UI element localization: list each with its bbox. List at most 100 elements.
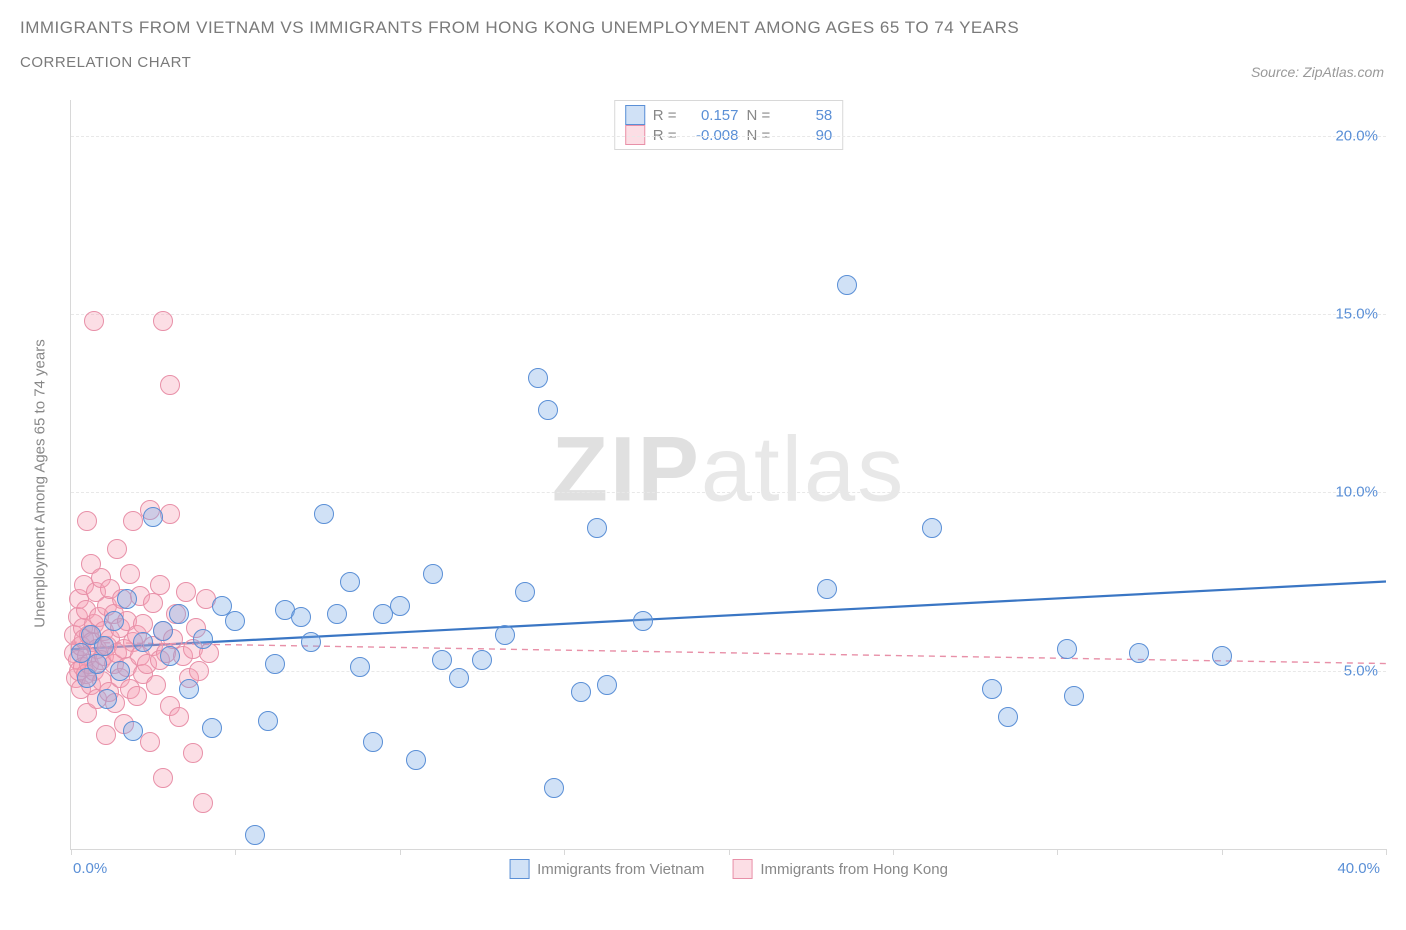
scatter-point: [837, 275, 857, 295]
stat-value: 0.157: [685, 107, 739, 124]
scatter-point: [150, 575, 170, 595]
scatter-point: [117, 589, 137, 609]
scatter-point: [340, 572, 360, 592]
scatter-point: [120, 564, 140, 584]
scatter-point: [143, 593, 163, 613]
gridline: [71, 314, 1386, 315]
gridline: [71, 136, 1386, 137]
scatter-point: [169, 604, 189, 624]
scatter-point: [160, 375, 180, 395]
scatter-point: [225, 611, 245, 631]
x-tick-mark: [564, 849, 565, 855]
scatter-point: [472, 650, 492, 670]
scatter-point: [179, 679, 199, 699]
stats-row: R = 0.157 N = 58: [625, 105, 833, 125]
scatter-point: [327, 604, 347, 624]
scatter-point: [423, 564, 443, 584]
scatter-point: [922, 518, 942, 538]
scatter-point: [84, 311, 104, 331]
scatter-point: [1064, 686, 1084, 706]
scatter-point: [528, 368, 548, 388]
scatter-point: [97, 689, 117, 709]
scatter-point: [133, 632, 153, 652]
stats-legend-box: R = 0.157 N = 58 R = -0.008 N = 90: [614, 100, 844, 150]
scatter-point: [406, 750, 426, 770]
scatter-point: [587, 518, 607, 538]
scatter-point: [123, 721, 143, 741]
scatter-point: [193, 793, 213, 813]
scatter-point: [265, 654, 285, 674]
scatter-point: [291, 607, 311, 627]
y-tick-label: 15.0%: [1335, 306, 1378, 323]
legend-label: Immigrants from Hong Kong: [760, 861, 948, 878]
scatter-point: [153, 311, 173, 331]
y-axis-label: Unemployment Among Ages 65 to 74 years: [32, 324, 49, 644]
swatch-icon: [509, 859, 529, 879]
scatter-point: [495, 625, 515, 645]
y-tick-label: 10.0%: [1335, 484, 1378, 501]
scatter-point: [104, 611, 124, 631]
scatter-point: [538, 400, 558, 420]
stat-label: N =: [747, 107, 771, 124]
scatter-point: [301, 632, 321, 652]
x-tick-label: 40.0%: [1337, 860, 1380, 877]
scatter-point: [449, 668, 469, 688]
scatter-point: [96, 725, 116, 745]
x-tick-mark: [1057, 849, 1058, 855]
x-tick-mark: [235, 849, 236, 855]
scatter-point: [127, 686, 147, 706]
scatter-point: [183, 743, 203, 763]
scatter-point: [143, 507, 163, 527]
scatter-point: [1057, 639, 1077, 659]
chart-container: Unemployment Among Ages 65 to 74 years Z…: [20, 100, 1386, 890]
chart-subtitle: CORRELATION CHART: [20, 54, 1386, 71]
scatter-point: [597, 675, 617, 695]
scatter-point: [432, 650, 452, 670]
scatter-point: [189, 661, 209, 681]
legend-bottom: Immigrants from Vietnam Immigrants from …: [509, 859, 948, 879]
y-axis-label-wrap: Unemployment Among Ages 65 to 74 years: [20, 100, 60, 850]
watermark-rest: atlas: [701, 418, 905, 520]
source-attribution: Source: ZipAtlas.com: [1251, 64, 1384, 80]
scatter-point: [153, 768, 173, 788]
scatter-point: [176, 582, 196, 602]
x-tick-label: 0.0%: [73, 860, 107, 877]
scatter-point: [258, 711, 278, 731]
trend-line: [71, 582, 1386, 650]
stat-value: 58: [778, 107, 832, 124]
stat-label: R =: [653, 107, 677, 124]
scatter-point: [153, 621, 173, 641]
x-tick-mark: [71, 849, 72, 855]
scatter-point: [998, 707, 1018, 727]
swatch-icon: [625, 105, 645, 125]
scatter-point: [982, 679, 1002, 699]
scatter-point: [515, 582, 535, 602]
scatter-point: [633, 611, 653, 631]
scatter-point: [1212, 646, 1232, 666]
scatter-point: [160, 646, 180, 666]
scatter-point: [146, 675, 166, 695]
scatter-point: [87, 654, 107, 674]
scatter-point: [94, 636, 114, 656]
legend-item: Immigrants from Vietnam: [509, 859, 704, 879]
scatter-point: [390, 596, 410, 616]
chart-title-block: IMMIGRANTS FROM VIETNAM VS IMMIGRANTS FR…: [0, 0, 1406, 71]
watermark-bold: ZIP: [552, 418, 701, 520]
scatter-point: [193, 629, 213, 649]
scatter-point: [817, 579, 837, 599]
x-tick-mark: [1222, 849, 1223, 855]
scatter-point: [107, 539, 127, 559]
x-tick-mark: [729, 849, 730, 855]
y-tick-label: 5.0%: [1344, 662, 1378, 679]
x-tick-mark: [1386, 849, 1387, 855]
plot-area: ZIPatlas R = 0.157 N = 58 R = -0.008 N =…: [70, 100, 1386, 850]
watermark: ZIPatlas: [552, 417, 905, 522]
scatter-point: [571, 682, 591, 702]
scatter-point: [169, 707, 189, 727]
scatter-point: [314, 504, 334, 524]
x-tick-mark: [893, 849, 894, 855]
gridline: [71, 492, 1386, 493]
scatter-point: [1129, 643, 1149, 663]
scatter-point: [140, 732, 160, 752]
scatter-point: [544, 778, 564, 798]
